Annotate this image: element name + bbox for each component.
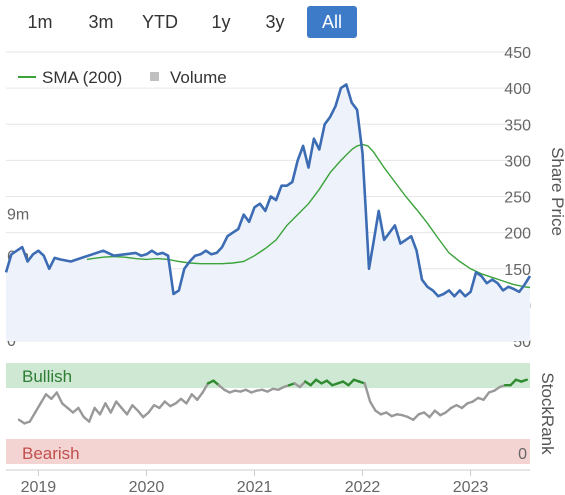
rank-line-segment xyxy=(368,400,377,412)
rank-line-segment xyxy=(87,406,96,423)
rank-line-segment xyxy=(190,393,199,401)
rank-line-segment xyxy=(109,400,118,414)
rank-line-segment xyxy=(120,406,129,416)
price-tick-label: 300 xyxy=(504,153,531,170)
rank-line-segment xyxy=(428,409,437,419)
rank-line-segment xyxy=(77,406,85,419)
rank-line-segment xyxy=(136,409,145,419)
price-line xyxy=(4,83,532,298)
rank-line-segment xyxy=(412,413,420,421)
rank-line-segment xyxy=(39,393,48,405)
price-area xyxy=(6,84,530,341)
rank-line-segment xyxy=(131,404,140,412)
rank-line-segment xyxy=(185,393,194,405)
range-button-ytd[interactable]: YTD xyxy=(142,12,178,32)
range-button-1y[interactable]: 1y xyxy=(211,12,231,32)
rank-line-segment xyxy=(347,378,356,387)
legend-volume-label: Volume xyxy=(170,68,227,87)
price-axis-title: Share Price xyxy=(548,147,565,236)
volume-tick-label: 0 xyxy=(7,333,16,350)
price-tick-label: 200 xyxy=(504,226,531,243)
range-button-1m[interactable]: 1m xyxy=(27,12,53,32)
volume-tick-label: 9m xyxy=(7,206,29,223)
rank-line-segment xyxy=(363,382,372,403)
rank-line-segment xyxy=(115,400,123,410)
rank-line-segment xyxy=(55,391,64,405)
range-button-3y[interactable]: 3y xyxy=(265,12,285,32)
price-tick-label: 150 xyxy=(504,262,531,279)
rank-line-segment xyxy=(28,411,37,423)
rank-line-segment xyxy=(125,404,134,416)
bearish-band xyxy=(6,439,530,464)
bearish-label: Bearish xyxy=(22,444,80,463)
rank-line-segment xyxy=(298,380,307,389)
rank-line-segment xyxy=(50,391,58,401)
rank-line-segment xyxy=(104,402,113,414)
rank-line-segment xyxy=(147,404,156,414)
price-tick-label: 450 xyxy=(504,45,531,62)
price-tick-label: 400 xyxy=(504,81,531,98)
x-tick-label: 2021 xyxy=(237,479,273,495)
rank-line-segment xyxy=(309,378,318,387)
price-tick-label: 250 xyxy=(504,190,531,207)
rank-line-segment xyxy=(509,378,518,387)
rank-line-segment xyxy=(520,378,528,383)
price-tick-label: 350 xyxy=(504,117,531,134)
legend-sma-label: SMA (200) xyxy=(42,68,122,87)
legend-volume-swatch xyxy=(150,72,159,81)
x-tick-label: 2023 xyxy=(453,479,489,495)
range-button-all[interactable]: All xyxy=(307,6,357,38)
rank-line-segment xyxy=(33,402,42,414)
rank-line-segment xyxy=(158,400,167,410)
rank-line-segment xyxy=(98,402,107,416)
rank-tick-label: 0 xyxy=(518,446,527,463)
x-tick-label: 2019 xyxy=(21,479,57,495)
rank-axis-title: StockRank xyxy=(538,372,557,455)
x-tick-label: 2022 xyxy=(345,479,381,495)
range-button-3m[interactable]: 3m xyxy=(88,12,114,32)
sma-line xyxy=(86,143,531,289)
rank-line-segment xyxy=(93,406,102,416)
rank-line-segment xyxy=(482,391,491,401)
x-tick-label: 2020 xyxy=(129,479,165,495)
rank-line-segment xyxy=(201,382,210,394)
bullish-label: Bullish xyxy=(22,367,72,386)
bullish-band xyxy=(6,363,530,388)
rank-line-segment xyxy=(196,391,204,401)
